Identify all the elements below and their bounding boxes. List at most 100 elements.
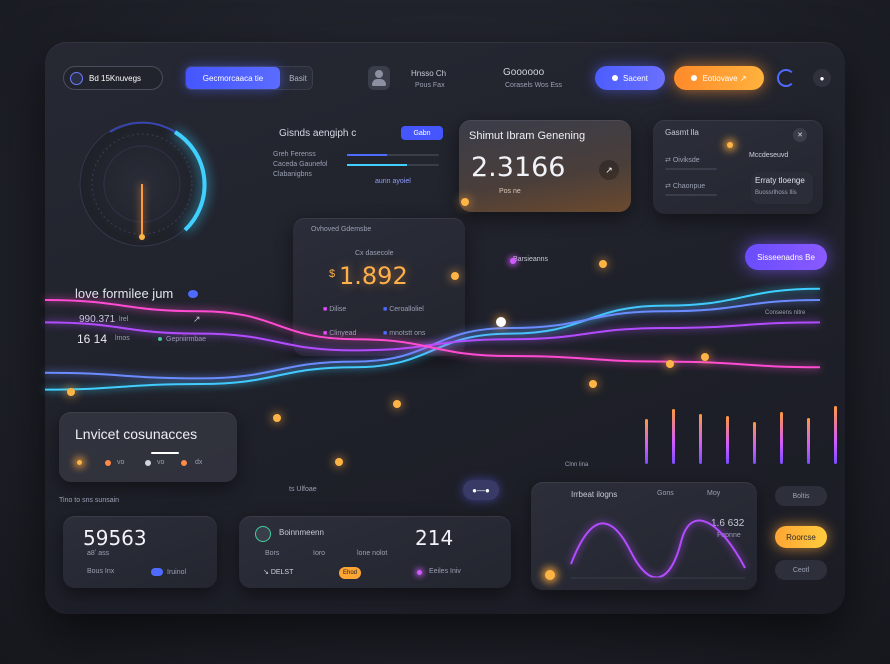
side-button[interactable]: Ceotl <box>775 560 827 580</box>
wallet-icon <box>255 526 271 542</box>
chart-marker <box>510 258 516 264</box>
bar <box>699 414 702 464</box>
kpi2-tag[interactable]: Ehod <box>339 567 361 579</box>
purple-action-pill[interactable]: Sisseenadns Be <box>745 244 827 270</box>
flow-line <box>44 299 821 380</box>
price-subtitle: Cx dasecole <box>355 250 394 257</box>
side-button-primary[interactable]: Roorcse <box>775 526 827 548</box>
stat-value: 2.3166 <box>471 152 566 183</box>
bar <box>753 422 756 464</box>
search-pill[interactable]: Gabn <box>401 126 443 140</box>
action-button-label: Eotiovave ↗ <box>702 73 747 83</box>
status-dot <box>727 142 733 148</box>
bar <box>834 406 837 464</box>
price-title: Ovhoved Gdemsbe <box>311 226 372 233</box>
bar-axis-label: Clnn lina <box>565 462 589 468</box>
user-title: Hnsso Ch <box>411 69 447 78</box>
bar <box>672 409 675 464</box>
flow-line <box>44 287 821 391</box>
bar <box>780 412 783 464</box>
left-card-label: dx <box>195 459 203 466</box>
arrow-icon: ↗ <box>193 314 201 324</box>
kpi1-toggle[interactable]: Iruinol <box>151 565 207 579</box>
flow-marker <box>393 400 401 408</box>
gauge-row2-value: 16 14 <box>77 332 108 346</box>
slider-track[interactable] <box>347 154 439 156</box>
list-item[interactable]: ⇄ Chaonpue <box>665 183 706 190</box>
left-card-footer: ts Ulfoae <box>289 486 317 493</box>
bar <box>807 418 810 464</box>
kpi2-title: Boinnmeenn <box>279 528 324 537</box>
price-card: Ovhoved Gdemsbe Cx dasecole $ 1.892 ■ Di… <box>293 218 465 356</box>
flow-marker <box>496 317 506 327</box>
status-dot <box>545 570 555 580</box>
wave-col: Gons <box>657 490 674 497</box>
kpi1-value: 59563 <box>83 526 147 550</box>
gauge-row1-value: 990.371 <box>79 314 116 325</box>
list-badge: Mccdeseuvd <box>749 152 789 159</box>
action-button[interactable]: Eotiovave ↗ <box>674 66 764 90</box>
user-avatar[interactable] <box>368 66 390 90</box>
flow-line <box>44 299 821 369</box>
search-card: Gisnds aengiph c Gabn Greh Ferenss Caced… <box>267 118 447 198</box>
note-sub: Buossrlhoss Ilis <box>755 190 797 196</box>
center-subtitle: Corasels Wos Ess <box>505 82 563 89</box>
left-card-label: vo <box>117 459 125 466</box>
flow-marker <box>701 353 709 361</box>
status-dot <box>77 460 82 465</box>
arrow-icon[interactable]: ↗ <box>599 160 619 180</box>
segmented-control: Gecmorcaaca tie Basit <box>185 66 313 90</box>
left-card-title: Lnvicet cosunacces <box>75 426 198 442</box>
list-title: Gasmt lla <box>665 128 699 137</box>
segment-active[interactable]: Gecmorcaaca tie <box>186 67 280 89</box>
stat-card: Shimut Ibram Genening 2.3166 Pos ne ↗ <box>459 120 631 212</box>
slider-track[interactable] <box>347 164 439 166</box>
list-item[interactable]: ⇄ Oiviksde <box>665 157 700 164</box>
flow-marker <box>599 260 607 268</box>
flow-marker <box>335 458 343 466</box>
user-subtitle: Pous Fax <box>415 82 445 89</box>
purple-pill-label: Sisseenadns Be <box>757 252 815 262</box>
kpi1-label: Bous Inx <box>87 568 115 575</box>
kpi2-footer: Eeiles Iniv <box>429 568 461 575</box>
gauge-row1-unit: lrel <box>119 316 129 323</box>
stat-title: Shimut Ibram Genening <box>469 130 586 142</box>
refresh-icon[interactable] <box>777 69 795 87</box>
flow-chart <box>44 198 821 498</box>
wave-sub: Fopnne <box>717 532 741 539</box>
wave-chart <box>570 519 746 579</box>
flow-marker <box>461 198 469 206</box>
gauge-dial <box>79 121 207 247</box>
app-badge-label: Bd 15Knuvegs <box>89 73 142 83</box>
bar <box>726 416 729 464</box>
side-button[interactable]: Boltis <box>775 486 827 506</box>
legend-item: Clinyead <box>329 330 357 337</box>
search-row: Clabanigbns <box>273 171 312 178</box>
primary-button[interactable]: Sacent <box>595 66 665 90</box>
app-badge[interactable]: Bd 15Knuvegs <box>63 66 163 90</box>
gauge-link-label: Gepniirmbae <box>166 335 207 343</box>
gauge-link[interactable]: Gepniirmbae <box>152 332 220 346</box>
note-box: Erraty tloenge Buossrlhoss Ilis <box>751 172 813 204</box>
status-dot <box>417 570 422 575</box>
flow-line <box>44 321 821 352</box>
segment-other[interactable]: Basit <box>284 67 312 89</box>
link-chip[interactable]: ●—● <box>463 480 499 500</box>
segment-other-label: Basit <box>289 73 307 83</box>
search-link[interactable]: aunn ayoiel <box>375 178 411 185</box>
kpi-card-2: Boinnmeenn Bors Ioro lone nolot 214 ↘ DE… <box>239 516 511 588</box>
search-row: Caceda Gaunefol <box>273 161 328 168</box>
legend-item: Dilise <box>329 306 347 313</box>
wave-value: 1.6 632 <box>711 518 745 529</box>
flow-marker <box>666 360 674 368</box>
settings-icon[interactable]: ● <box>813 69 831 87</box>
flow-marker <box>67 388 75 396</box>
close-icon[interactable]: ✕ <box>793 128 807 142</box>
section-label: Tino to sns sunsain <box>59 497 120 504</box>
currency-symbol: $ <box>329 268 336 280</box>
chart-label: Barsieanns <box>513 256 549 263</box>
dashboard-panel: Bd 15Knuvegs Gecmorcaaca tie Basit Hnsso… <box>44 42 845 614</box>
bar <box>645 419 648 464</box>
legend-item: mnotstt ons <box>389 330 426 337</box>
kpi-card-1: 59563 a8ʼ ass Bous Inx Iruinol <box>63 516 217 588</box>
